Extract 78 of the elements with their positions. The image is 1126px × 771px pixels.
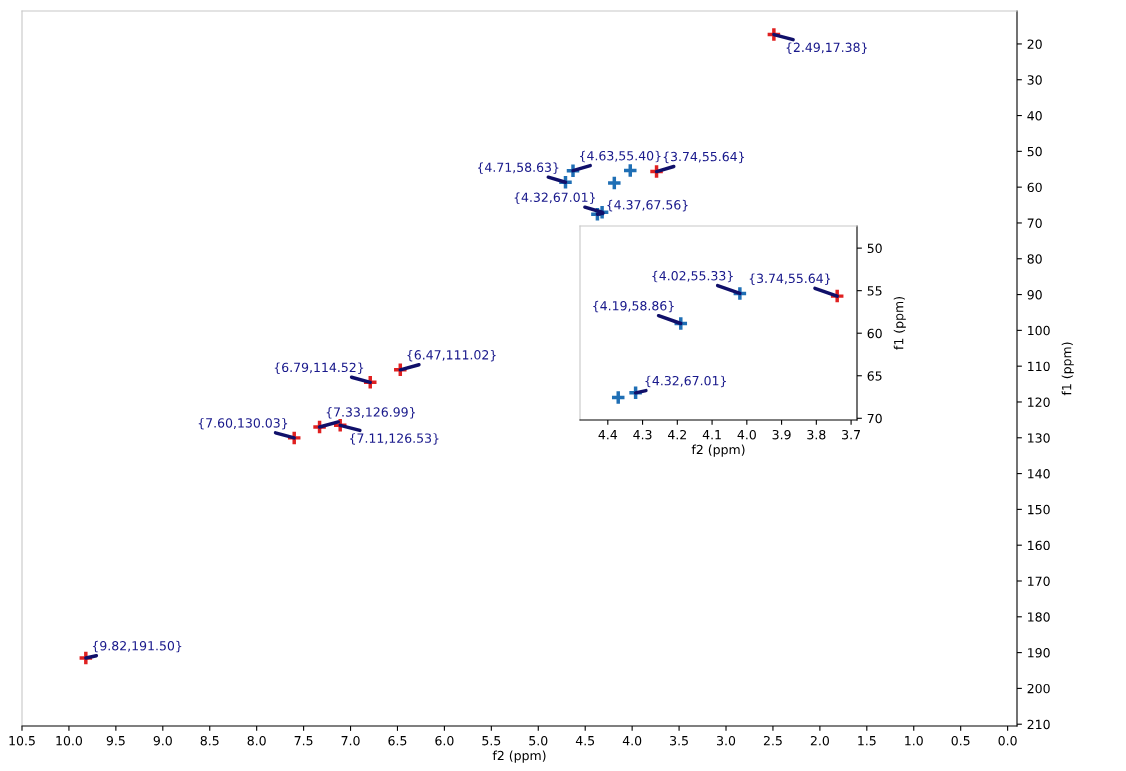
annotation: {4.02,55.33} xyxy=(652,270,733,283)
annotation: {7.11,126.53} xyxy=(350,433,439,445)
y-tick-label: 80 xyxy=(1027,254,1042,264)
x-axis-title: f2 (ppm) xyxy=(492,750,546,763)
y-tick-label: 55 xyxy=(867,286,882,296)
y-axis-title: f1 (ppm) xyxy=(1061,342,1074,396)
annotation: {7.33,126.99} xyxy=(326,407,415,419)
x-tick-label: 8.5 xyxy=(200,735,219,746)
x-tick-label: 3.9 xyxy=(772,429,791,440)
x-tick-label: 6.5 xyxy=(388,735,407,746)
x-tick-label: 2.0 xyxy=(810,735,829,746)
y-axis-title: f1 (ppm) xyxy=(893,297,906,350)
y-tick-label: 30 xyxy=(1027,75,1042,85)
x-tick-label: 3.5 xyxy=(670,735,688,746)
x-tick-label: 5.0 xyxy=(529,735,548,746)
point xyxy=(606,175,623,192)
x-tick-label: 10.0 xyxy=(56,735,83,746)
y-tick-label: 90 xyxy=(1027,290,1042,300)
y-tick-label: 100 xyxy=(1028,325,1050,336)
annotation: {7.60,130.03} xyxy=(198,417,288,430)
y-tick-label: 60 xyxy=(867,328,882,339)
y-tick-label: 210 xyxy=(1027,719,1050,730)
y-tick-label: 110 xyxy=(1028,361,1050,372)
annotation: {6.47,111.02} xyxy=(407,349,496,362)
y-tick-label: 120 xyxy=(1028,397,1050,407)
x-tick-label: 10.5 xyxy=(9,735,35,746)
x-tick-label: 4.1 xyxy=(702,430,721,440)
y-tick-label: 40 xyxy=(1027,111,1042,121)
annotation: {4.32,67.01} xyxy=(514,192,595,204)
x-tick-label: 6.0 xyxy=(435,735,454,746)
x-tick-label: 5.5 xyxy=(482,736,501,746)
y-tick-label: 140 xyxy=(1028,469,1050,479)
annotation: {3.74,55.64} xyxy=(749,273,831,285)
x-tick-label: 2.5 xyxy=(763,735,782,746)
x-tick-label: 0.0 xyxy=(998,735,1017,746)
y-tick-label: 20 xyxy=(1027,39,1042,49)
x-tick-label: 9.0 xyxy=(153,735,172,746)
y-tick-label: 190 xyxy=(1028,648,1050,658)
annotation: {4.71,58.63} xyxy=(478,162,559,174)
y-tick-label: 50 xyxy=(1027,146,1042,157)
x-tick-label: 7.5 xyxy=(294,736,313,746)
annotation: {4.37,67.56} xyxy=(607,199,688,212)
x-tick-label: 4.3 xyxy=(633,429,652,440)
y-tick-label: 150 xyxy=(1028,504,1050,515)
y-tick-label: 65 xyxy=(867,371,882,381)
point xyxy=(622,162,639,179)
x-axis-title: f2 (ppm) xyxy=(691,444,745,457)
x-tick-label: 8.0 xyxy=(247,735,266,746)
x-tick-label: 1.5 xyxy=(858,736,876,746)
y-tick-label: 130 xyxy=(1028,433,1050,443)
y-tick-label: 160 xyxy=(1028,540,1050,551)
annotation: {2.49,17.38} xyxy=(786,42,867,54)
annotation: {6.79,114.52} xyxy=(274,362,364,374)
y-tick-label: 180 xyxy=(1028,612,1050,622)
annotation: {4.63,55.40} xyxy=(580,150,661,163)
x-tick-label: 7.0 xyxy=(341,735,360,746)
x-tick-label: 4.0 xyxy=(622,735,642,746)
y-tick-label: 200 xyxy=(1027,683,1050,694)
x-tick-label: 4.2 xyxy=(667,429,686,440)
annotation: {4.32,67.01} xyxy=(645,375,726,388)
annotation: {3.74,55.64} xyxy=(663,151,745,164)
x-tick-label: 3.8 xyxy=(807,429,826,440)
y-tick-label: 70 xyxy=(1027,218,1042,228)
annotation: {4.19,58.86} xyxy=(593,300,674,313)
x-tick-label: 3.7 xyxy=(842,429,860,440)
x-tick-label: 4.0 xyxy=(737,429,756,440)
x-tick-label: 3.0 xyxy=(717,735,736,746)
y-tick-label: 70 xyxy=(867,413,882,424)
y-tick-label: 60 xyxy=(1027,182,1042,193)
x-tick-label: 9.5 xyxy=(106,735,125,746)
x-tick-label: 4.4 xyxy=(598,430,618,440)
x-tick-label: 0.5 xyxy=(951,735,970,746)
y-tick-label: 170 xyxy=(1028,576,1050,586)
y-tick-label: 50 xyxy=(867,243,882,254)
x-tick-label: 4.5 xyxy=(575,736,595,746)
point xyxy=(610,389,627,406)
x-tick-label: 1.0 xyxy=(905,735,923,746)
annotation: {9.82,191.50} xyxy=(92,640,182,653)
